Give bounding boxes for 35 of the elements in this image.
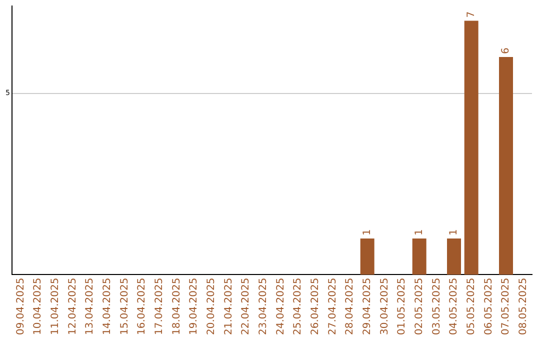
x-tick-label: 26.04.2025 (310, 278, 321, 336)
x-tick-label: 01.05.2025 (396, 278, 408, 336)
x-tick-label: 03.05.2025 (431, 278, 442, 336)
x-tick-label: 02.05.2025 (414, 278, 425, 336)
x-tick-label: 16.04.2025 (136, 278, 148, 336)
x-tick-label: 12.04.2025 (67, 278, 78, 336)
x-tick-label: 30.04.2025 (379, 278, 390, 336)
x-tick-label: 07.05.2025 (500, 278, 512, 336)
x-tick-label: 04.05.2025 (448, 278, 460, 336)
x-tick-label: 29.04.2025 (362, 278, 373, 336)
data-label: 1 (362, 229, 373, 236)
data-label: 7 (466, 11, 477, 18)
x-tick-label: 18.04.2025 (171, 278, 182, 336)
x-tick-label: 17.04.2025 (154, 278, 165, 336)
x-tick-label: 13.04.2025 (84, 278, 96, 336)
x-tick-label: 14.04.2025 (102, 278, 113, 336)
x-tick-label: 06.05.2025 (483, 278, 494, 336)
data-label: 1 (414, 229, 425, 236)
x-tick-label: 08.05.2025 (518, 278, 529, 336)
x-tick-label: 09.04.2025 (15, 278, 26, 336)
x-tick-label: 20.04.2025 (206, 278, 217, 336)
x-tick-label: 28.04.2025 (344, 278, 356, 336)
x-tick-label: 10.04.2025 (32, 278, 44, 336)
x-tick-label: 21.04.2025 (223, 278, 234, 336)
x-tick-label: 25.04.2025 (292, 278, 304, 336)
x-tick-label: 19.04.2025 (188, 278, 200, 336)
x-tick-label: 27.04.2025 (327, 278, 338, 336)
data-label: 1 (448, 229, 460, 236)
x-tick-label: 23.04.2025 (258, 278, 269, 336)
x-tick-label: 22.04.2025 (240, 278, 252, 336)
data-label: 6 (500, 48, 512, 54)
x-tick-label: 15.04.2025 (119, 278, 130, 336)
x-tick-label: 11.04.2025 (50, 278, 61, 336)
x-tick-label: 05.05.2025 (466, 278, 477, 336)
x-tick-label: 24.04.2025 (275, 278, 286, 336)
